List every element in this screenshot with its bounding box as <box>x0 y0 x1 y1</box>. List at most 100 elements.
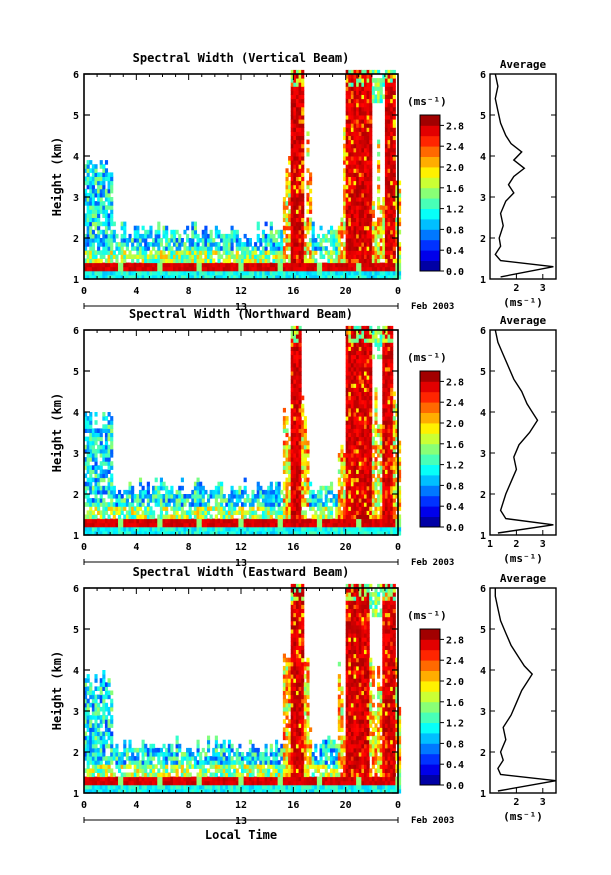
colorbar-tick-label: 2.4 <box>446 398 464 409</box>
heatmap-cell <box>366 399 370 405</box>
heatmap-cell <box>298 457 302 462</box>
heatmap-cell <box>366 213 370 218</box>
heatmap-cell <box>306 522 310 528</box>
colorbar-segment <box>420 475 440 486</box>
heatmap-cell <box>348 143 352 149</box>
heatmap-cell <box>377 90 381 95</box>
heatmap-cell <box>350 258 355 264</box>
heatmap-cell <box>102 229 106 235</box>
heatmap-cell <box>282 225 286 231</box>
heatmap-cell <box>353 457 357 462</box>
heatmap-cell <box>125 498 129 503</box>
x-tick-label: 16 <box>287 286 299 297</box>
heatmap-cell <box>353 526 357 532</box>
heatmap-cell <box>97 506 101 511</box>
heatmap-cell <box>167 274 171 280</box>
heatmap-cell <box>267 254 271 259</box>
heatmap-cell <box>361 233 365 239</box>
heatmap-cell <box>285 172 289 177</box>
heatmap-cell <box>144 246 148 251</box>
heatmap-cell <box>358 110 362 116</box>
heatmap-cell <box>398 192 402 198</box>
heatmap-cell <box>377 188 381 194</box>
heatmap-cell <box>309 502 313 507</box>
heatmap-cell <box>248 506 252 511</box>
heatmap-cell <box>285 262 289 268</box>
heatmap-cell <box>99 453 103 458</box>
heatmap-cell <box>217 258 221 264</box>
heatmap-cell <box>128 270 132 276</box>
heatmap-cell <box>395 258 399 264</box>
heatmap-cell <box>89 233 93 239</box>
heatmap-cell <box>358 90 362 95</box>
heatmap-cell <box>264 506 268 511</box>
heatmap-cell <box>118 510 122 515</box>
heatmap-cell <box>343 156 347 161</box>
heatmap-cell <box>141 522 145 528</box>
heatmap-cell <box>275 498 279 503</box>
heatmap-cell <box>384 510 389 515</box>
heatmap-cell <box>110 238 114 243</box>
heatmap-cell <box>301 102 305 108</box>
heatmap-cell <box>345 530 349 536</box>
heatmap-cell <box>248 518 252 524</box>
heatmap-cell <box>217 250 221 255</box>
heatmap-cell <box>384 354 389 360</box>
heatmap-cell <box>269 506 273 511</box>
heatmap-cell <box>350 494 355 499</box>
heatmap-cell <box>102 221 106 227</box>
heatmap-cell <box>353 485 357 491</box>
heatmap-cell <box>350 436 355 442</box>
heatmap-cell <box>369 428 373 433</box>
heatmap-cell <box>282 440 286 446</box>
heatmap-cell <box>301 514 305 520</box>
heatmap-cell <box>272 489 276 495</box>
heatmap-cell <box>295 334 300 339</box>
heatmap-cell <box>206 494 211 499</box>
heatmap-cell <box>366 325 370 331</box>
heatmap-cell <box>340 221 344 227</box>
heatmap-cell <box>285 233 289 239</box>
heatmap-cell <box>285 238 289 243</box>
heatmap-cell <box>94 494 98 499</box>
heatmap-cell <box>337 262 341 268</box>
heatmap-cell <box>97 465 101 470</box>
heatmap-cell <box>361 164 365 169</box>
heatmap-cell <box>186 510 190 515</box>
heatmap-cell <box>335 270 339 276</box>
heatmap-cell <box>361 330 365 335</box>
heatmap-cell <box>183 530 187 536</box>
heatmap-cell <box>314 274 318 280</box>
heatmap-cell <box>395 233 399 239</box>
heatmap-cell <box>363 506 368 511</box>
heatmap-cell <box>384 448 389 454</box>
heatmap-cell <box>118 242 122 247</box>
heatmap-cell <box>172 494 177 499</box>
heatmap-cell <box>295 254 300 259</box>
heatmap-cell <box>159 238 163 243</box>
heatmap-cell <box>358 469 362 474</box>
heatmap-cell <box>277 233 281 239</box>
heatmap-cell <box>144 262 148 268</box>
heatmap-cell <box>384 506 389 511</box>
heatmap-cell <box>298 448 302 454</box>
heatmap-cell <box>84 522 88 528</box>
heatmap-cell <box>157 526 161 532</box>
heatmap-cell <box>89 229 93 235</box>
heatmap-cell <box>282 465 286 470</box>
heatmap-cell <box>154 477 158 483</box>
heatmap-cell <box>295 407 300 413</box>
heatmap-cell <box>301 197 305 202</box>
heatmap-cell <box>183 262 187 268</box>
heatmap-cell <box>311 262 315 268</box>
heatmap-cell <box>371 526 375 532</box>
heatmap-cell <box>157 225 161 231</box>
heatmap-cell <box>199 498 203 503</box>
heatmap-cell <box>110 205 114 210</box>
heatmap-cell <box>390 485 394 491</box>
heatmap-cell <box>243 233 247 239</box>
heatmap-cell <box>196 250 200 255</box>
heatmap-cell <box>345 371 349 376</box>
heatmap-cell <box>371 530 375 536</box>
heatmap-cell <box>379 424 383 429</box>
